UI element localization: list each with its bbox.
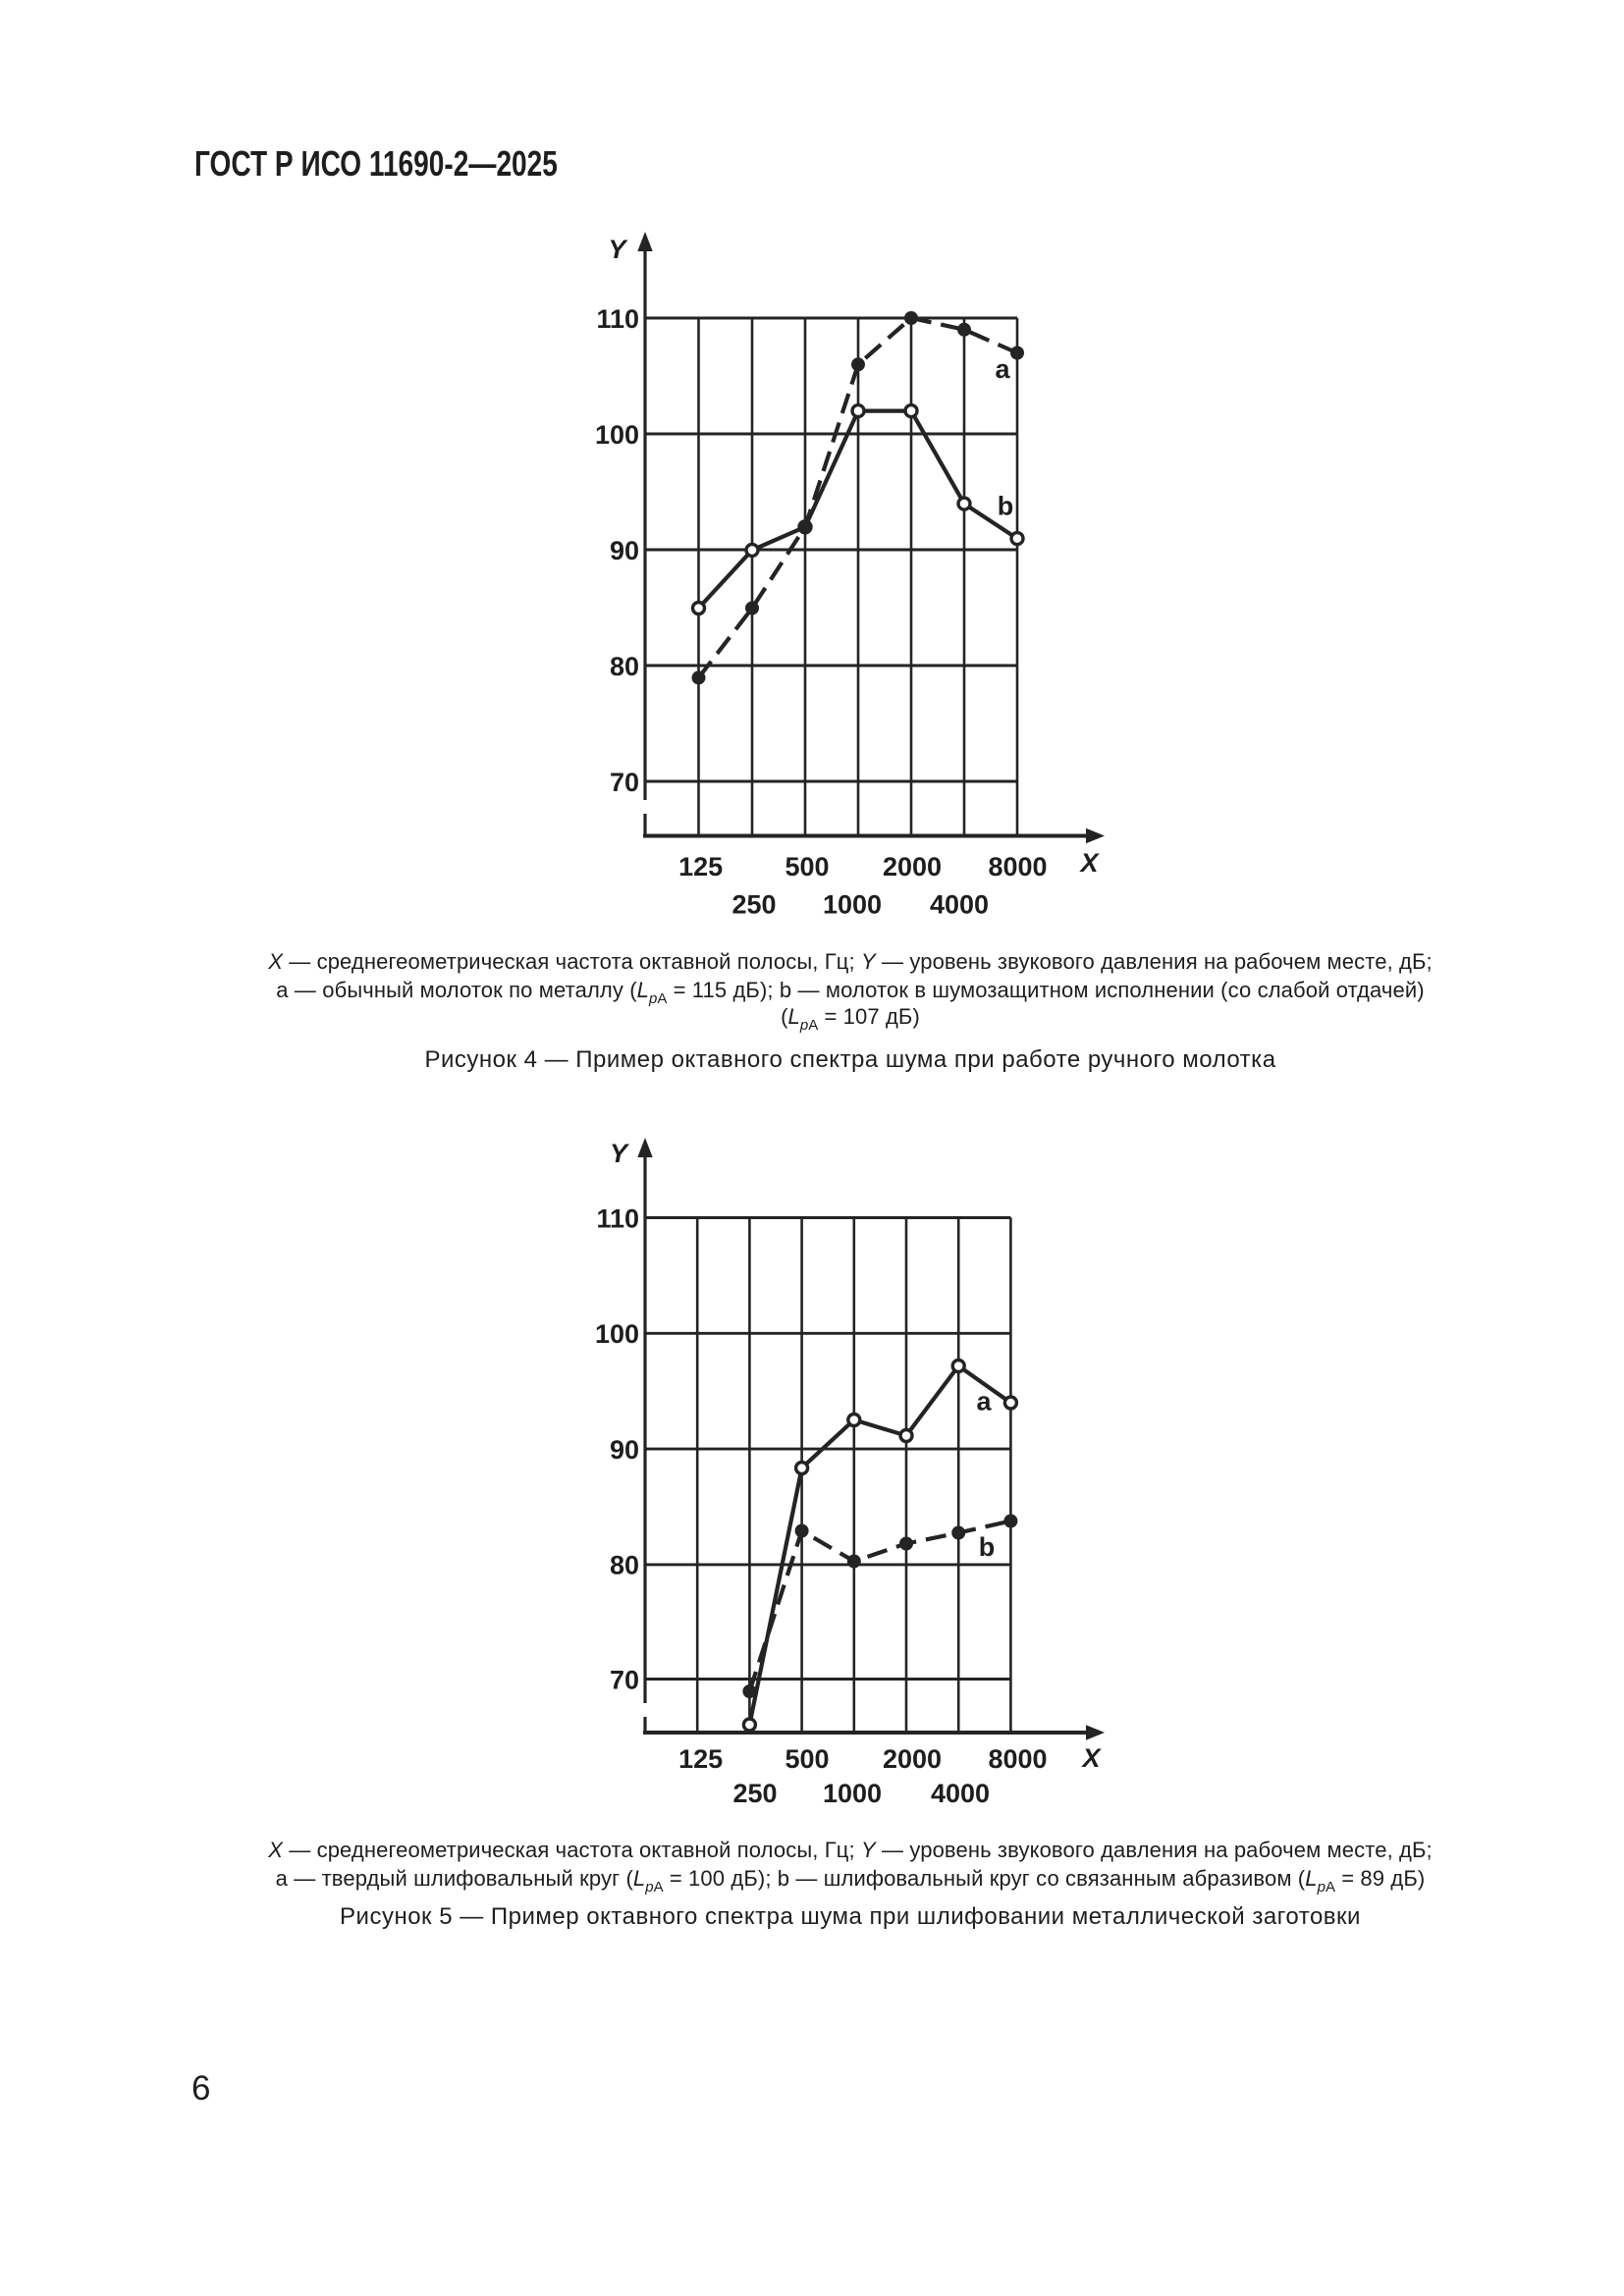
svg-text:90: 90 — [610, 536, 639, 565]
svg-text:125: 125 — [678, 1744, 723, 1774]
svg-text:80: 80 — [610, 1551, 639, 1580]
svg-text:X: X — [1078, 848, 1100, 878]
svg-text:80: 80 — [610, 652, 639, 681]
svg-text:a: a — [995, 354, 1010, 384]
svg-text:b: b — [998, 492, 1014, 521]
svg-text:1000: 1000 — [823, 890, 882, 920]
svg-text:4000: 4000 — [931, 1779, 990, 1808]
svg-text:Y: Y — [608, 235, 628, 264]
svg-text:8000: 8000 — [988, 1744, 1047, 1774]
svg-text:Y: Y — [610, 1139, 630, 1168]
svg-text:X: X — [1080, 1743, 1102, 1773]
svg-text:70: 70 — [610, 1665, 639, 1694]
svg-text:4000: 4000 — [930, 890, 989, 920]
svg-text:250: 250 — [732, 1779, 777, 1808]
svg-text:500: 500 — [785, 1744, 829, 1774]
svg-text:500: 500 — [785, 852, 829, 881]
svg-text:2000: 2000 — [883, 852, 942, 881]
svg-text:125: 125 — [678, 852, 723, 881]
svg-text:8000: 8000 — [988, 852, 1047, 881]
svg-text:a: a — [976, 1387, 992, 1416]
svg-text:110: 110 — [596, 304, 639, 334]
svg-text:70: 70 — [610, 768, 639, 797]
svg-text:110: 110 — [596, 1203, 639, 1233]
svg-text:250: 250 — [731, 890, 776, 920]
svg-text:b: b — [979, 1532, 996, 1562]
svg-text:1000: 1000 — [823, 1779, 882, 1808]
svg-text:100: 100 — [595, 420, 639, 450]
svg-text:100: 100 — [595, 1319, 639, 1349]
svg-text:90: 90 — [610, 1435, 639, 1465]
svg-text:2000: 2000 — [883, 1744, 942, 1774]
